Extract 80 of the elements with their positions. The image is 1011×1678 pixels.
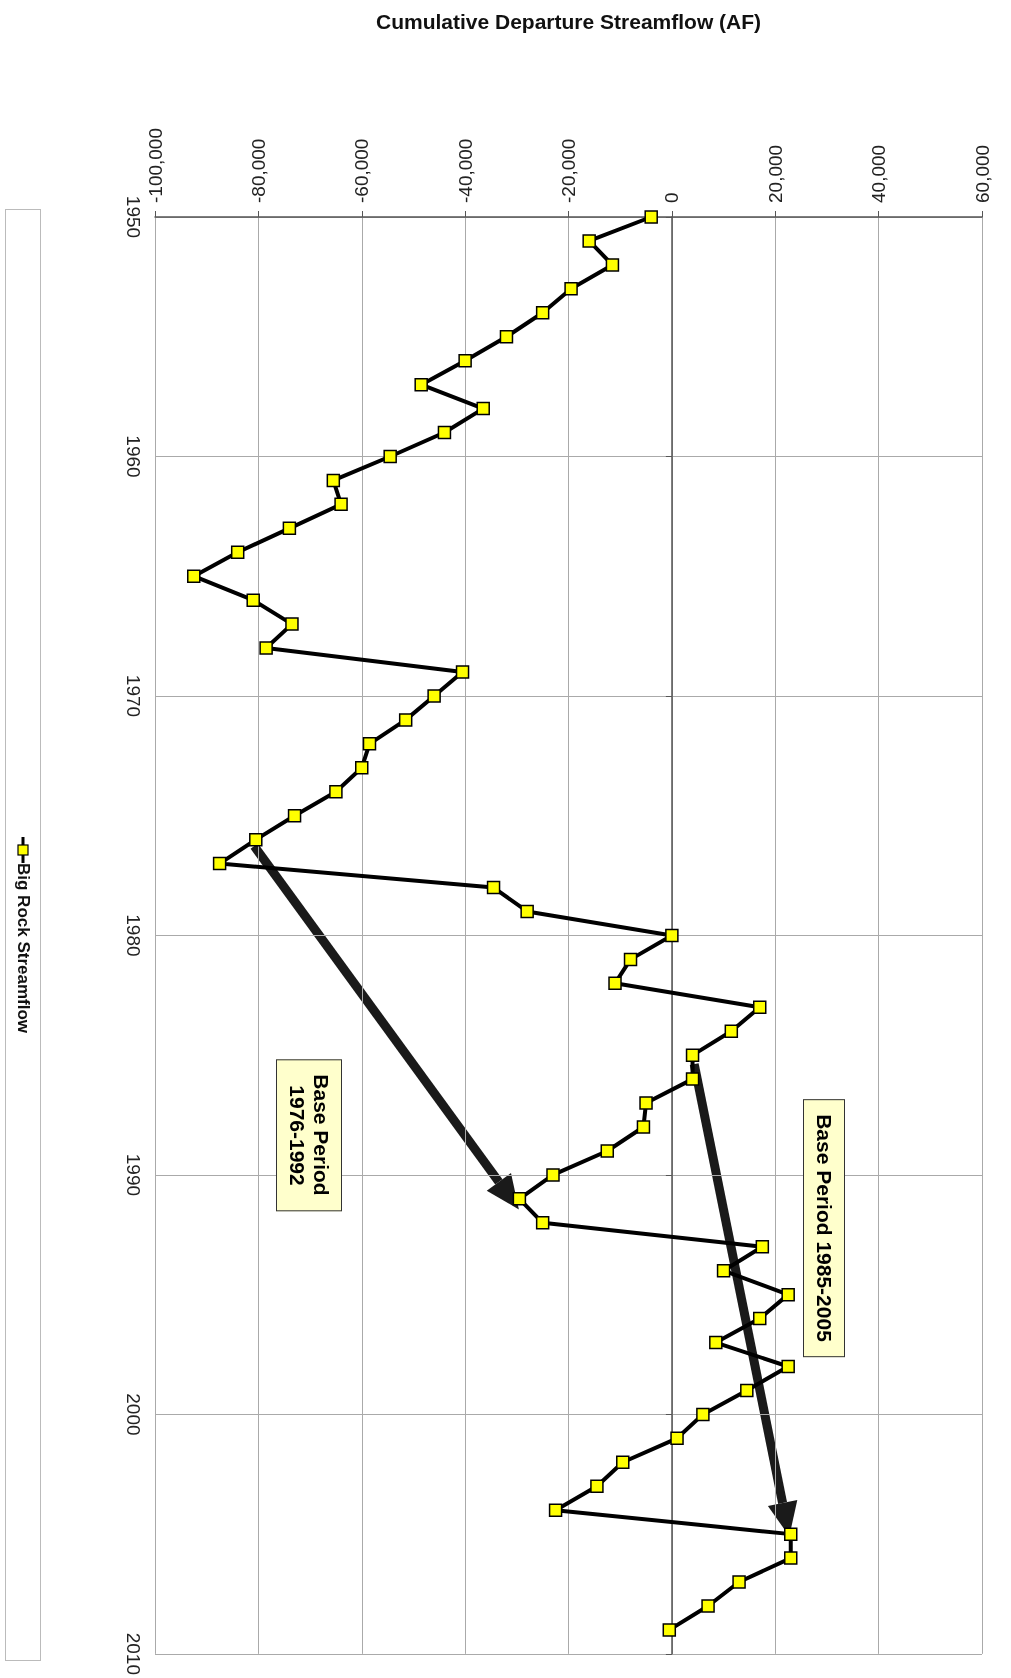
point	[605, 258, 620, 272]
point	[455, 665, 470, 679]
point	[709, 1335, 723, 1350]
point	[662, 1623, 677, 1637]
point	[608, 976, 622, 991]
annotation: Base Period 1976-1992	[275, 1059, 342, 1211]
point	[520, 904, 534, 919]
x-tick-label: -20,000	[558, 138, 579, 203]
point	[685, 1072, 700, 1086]
point	[362, 737, 377, 751]
point	[230, 545, 245, 560]
point	[665, 928, 679, 943]
point	[716, 1263, 731, 1278]
point	[383, 449, 397, 464]
point	[512, 1192, 527, 1206]
point	[259, 641, 273, 655]
point	[212, 856, 227, 871]
y-tick-label: 1960	[123, 435, 144, 478]
point	[732, 1575, 746, 1589]
x-tick-label: -80,000	[247, 138, 269, 203]
y-tick-label: 1990	[123, 1153, 144, 1197]
y-tick-label: 1980	[123, 914, 144, 957]
point	[564, 282, 578, 296]
point	[582, 234, 596, 248]
x-axis-title: Cumulative Departure Streamflow (AF)	[375, 10, 762, 33]
point	[282, 521, 297, 536]
point	[246, 593, 260, 607]
point	[187, 569, 201, 583]
point	[398, 713, 413, 727]
point	[740, 1383, 754, 1398]
point	[701, 1599, 715, 1613]
point	[685, 1048, 700, 1062]
point	[781, 1359, 795, 1374]
point	[548, 1503, 563, 1517]
point	[546, 1168, 560, 1182]
point	[249, 832, 263, 847]
y-tick-label: 1970	[123, 674, 144, 718]
point	[644, 210, 658, 224]
x-tick-label: -100,000	[144, 127, 166, 203]
x-tick-label: 20,000	[764, 144, 786, 203]
point	[535, 1216, 550, 1230]
point	[752, 1000, 767, 1015]
point	[414, 377, 428, 392]
x-tick-label: -40,000	[454, 138, 476, 203]
annotation: Base Period 1985-2005	[803, 1099, 846, 1358]
point	[670, 1431, 684, 1446]
x-tick-label: -60,000	[351, 138, 373, 203]
point	[752, 1311, 767, 1326]
point	[784, 1527, 798, 1541]
legend-label: Big Rock Streamflow	[13, 862, 33, 1034]
point	[476, 401, 490, 416]
point	[486, 880, 501, 895]
point	[781, 1287, 795, 1302]
point	[329, 785, 343, 799]
point	[623, 952, 638, 967]
x-tick-label: 0	[661, 192, 683, 203]
point	[326, 473, 341, 488]
point	[287, 808, 302, 823]
point	[355, 761, 369, 775]
x-tick-label: 60,000	[971, 144, 993, 203]
point	[755, 1240, 770, 1254]
point	[499, 329, 514, 344]
point	[784, 1551, 798, 1565]
x-tick-label: 40,000	[868, 144, 890, 203]
point	[600, 1144, 615, 1158]
point	[458, 353, 472, 368]
point	[334, 497, 348, 512]
point	[636, 1120, 651, 1134]
point	[639, 1096, 653, 1110]
point	[427, 689, 441, 703]
y-tick-label: 1950	[123, 195, 144, 239]
point	[724, 1024, 739, 1038]
y-tick-label: 2000	[123, 1393, 144, 1436]
point	[696, 1407, 710, 1422]
point	[590, 1479, 604, 1493]
point	[285, 617, 299, 631]
point	[535, 306, 550, 320]
y-tick-label: 2010	[123, 1632, 144, 1676]
point	[616, 1455, 630, 1470]
point	[437, 425, 452, 440]
